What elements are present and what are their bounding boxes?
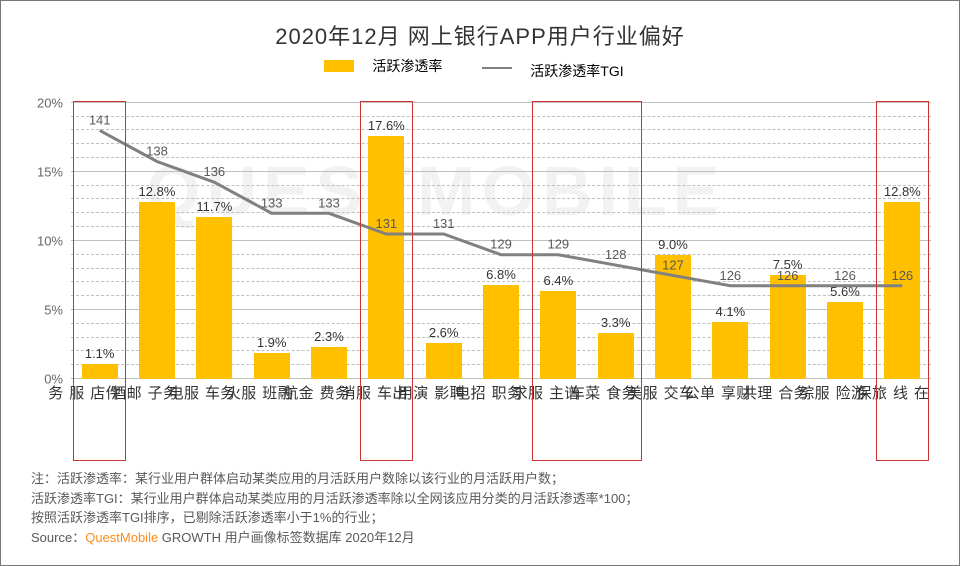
tgi-line — [100, 130, 903, 285]
legend-line-label: 活跃渗透率TGI — [530, 61, 623, 81]
legend-bar-swatch — [324, 60, 354, 72]
line-value-label: 126 — [719, 268, 741, 283]
line-value-label: 133 — [261, 195, 283, 210]
line-value-label: 126 — [834, 268, 856, 283]
x-category-label: 在线旅游 — [874, 385, 931, 402]
line-value-label: 127 — [662, 257, 684, 272]
line-value-label: 138 — [146, 144, 168, 159]
line-value-label: 136 — [203, 164, 225, 179]
line-value-label: 128 — [605, 247, 627, 262]
note-line-3: 按照活跃渗透率TGI排序，已剔除活跃渗透率小于1%的行业； — [31, 508, 638, 528]
legend-line: 活跃渗透率TGI — [482, 61, 635, 81]
notes: 注：活跃渗透率：某行业用户群体启动某类应用的月活跃用户数除以该行业的月活跃用户数… — [31, 469, 638, 547]
line-value-label: 129 — [490, 237, 512, 252]
y-tick-label: 20% — [37, 95, 63, 110]
note-line-2: 活跃渗透率TGI：某行业用户群体启动某类应用的月活跃渗透率除以全网该应用分类的月… — [31, 489, 638, 509]
legend-bar-label: 活跃渗透率 — [372, 56, 442, 76]
legend-bar: 活跃渗透率 — [324, 56, 454, 76]
chart-title: 2020年12月 网上银行APP用户行业偏好 — [1, 19, 959, 51]
chart-container: 2020年12月 网上银行APP用户行业偏好 活跃渗透率 活跃渗透率TGI QU… — [0, 0, 960, 566]
line-value-label: 129 — [547, 237, 569, 252]
legend-line-swatch — [482, 67, 512, 69]
line-layer: 141 138 136 133 133 131 131 129 129 128 127 126 126 1… — [71, 89, 931, 379]
plot-area: 0%5%10%15%20% 1.1%12.8%11.7%1.9%2.3%17.6… — [71, 89, 931, 379]
line-value-label: 131 — [433, 216, 455, 231]
y-tick-label: 10% — [37, 233, 63, 248]
line-value-label: 131 — [375, 216, 397, 231]
source-brand: QuestMobile — [85, 530, 158, 545]
line-value-label: 126 — [891, 268, 913, 283]
line-value-label: 141 — [89, 112, 111, 127]
legend: 活跃渗透率 活跃渗透率TGI — [1, 56, 959, 81]
source-line: Source：QuestMobile GROWTH 用户画像标签数据库 2020… — [31, 528, 638, 548]
source-prefix: Source： — [31, 530, 85, 545]
source-suffix: GROWTH 用户画像标签数据库 2020年12月 — [158, 530, 414, 545]
line-value-label: 126 — [777, 268, 799, 283]
note-line-1: 注：活跃渗透率：某行业用户群体启动某类应用的月活跃用户数除以该行业的月活跃用户数… — [31, 469, 638, 489]
line-value-label: 133 — [318, 195, 340, 210]
y-tick-label: 5% — [44, 302, 63, 317]
y-tick-label: 15% — [37, 164, 63, 179]
